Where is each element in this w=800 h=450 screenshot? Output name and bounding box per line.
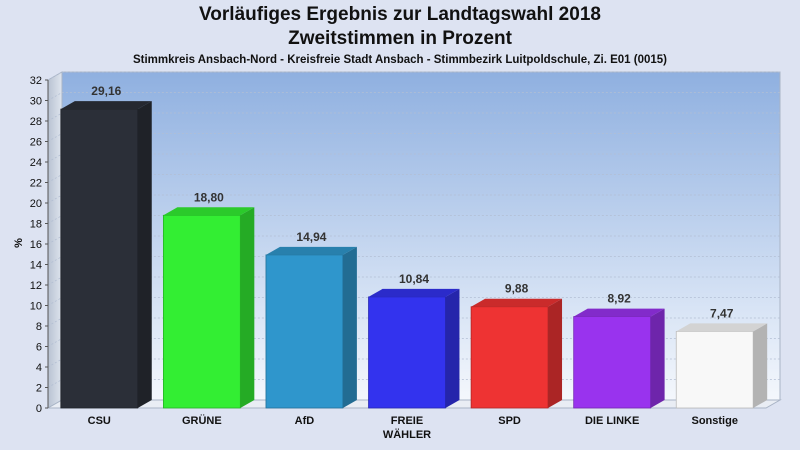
x-tick-label: GRÜNE <box>182 414 222 427</box>
chart-subtitle: Stimmkreis Ansbach-Nord - Kreisfreie Sta… <box>132 54 668 66</box>
x-tick-label: Sonstige <box>691 415 737 427</box>
bar <box>368 296 446 409</box>
y-tick-label: 4 <box>36 362 42 374</box>
bar-side <box>137 101 152 409</box>
y-tick-label: 6 <box>36 342 42 354</box>
x-tick-label: AfD <box>295 415 315 427</box>
bar <box>60 108 139 409</box>
y-tick-label: 20 <box>30 198 42 210</box>
y-tick-label: 22 <box>30 178 42 190</box>
y-tick-label: 10 <box>30 301 42 313</box>
bar-group: 8,92 <box>573 292 665 409</box>
grid-line <box>47 71 780 81</box>
y-tick-label: 24 <box>30 157 42 169</box>
bar <box>573 316 652 409</box>
bar-group: 10,84 <box>368 272 460 409</box>
bar-group: 9,88 <box>470 282 563 409</box>
x-tick-label: DIE LINKE <box>585 415 639 427</box>
y-tick-label: 30 <box>30 96 42 108</box>
y-axis-label: % <box>13 238 25 248</box>
bar-side <box>753 323 768 408</box>
y-tick-label: 28 <box>30 116 42 128</box>
bar-top <box>265 246 357 255</box>
bar-top <box>368 288 460 297</box>
bar-group: 18,80 <box>162 190 255 409</box>
bar-side <box>342 246 357 408</box>
data-label: 10,84 <box>399 272 429 286</box>
chart-title: Vorläufiges Ergebnis zur Landtagswahl 20… <box>199 4 601 25</box>
bar-top <box>60 101 152 110</box>
bar <box>265 254 344 409</box>
bar-group: 7,47 <box>675 306 768 409</box>
bar <box>162 214 241 409</box>
data-label: 29,16 <box>91 84 121 98</box>
y-tick-label: 18 <box>30 219 42 231</box>
x-tick-label: WÄHLER <box>383 428 431 441</box>
y-tick-label: 26 <box>30 137 42 149</box>
y-tick-label: 14 <box>30 260 42 272</box>
y-tick-label: 2 <box>36 383 42 395</box>
y-tick-label: 32 <box>30 75 42 87</box>
data-label: 8,92 <box>607 292 631 306</box>
chart-subtitle-line2: Zweitstimmen in Prozent <box>288 28 512 49</box>
x-tick-label: CSU <box>88 415 111 427</box>
bar <box>470 306 549 409</box>
x-tick-label: FREIE <box>391 415 423 427</box>
y-tick-label: 8 <box>36 321 42 333</box>
bar-group: 29,16 <box>60 84 152 409</box>
bar-side <box>650 308 665 408</box>
y-tick-label: 12 <box>30 280 42 292</box>
data-label: 7,47 <box>710 306 734 320</box>
bar-side <box>240 207 255 408</box>
y-tick-label: 16 <box>30 239 42 251</box>
y-tick-label: 0 <box>36 403 42 415</box>
grid-line <box>47 92 780 101</box>
bar-top <box>471 298 563 307</box>
bar-group: 14,94 <box>265 230 357 409</box>
bar-top <box>573 308 665 317</box>
bars: 29,16 18,80 14,94 10,84 9,88 8,92 7,47 <box>60 84 768 409</box>
data-label: 9,88 <box>505 282 529 296</box>
data-label: 18,80 <box>194 190 224 204</box>
bar <box>675 331 754 409</box>
bar-top <box>163 207 255 216</box>
x-tick-label: SPD <box>498 415 521 427</box>
bar-side <box>548 298 563 408</box>
bar-side <box>445 288 460 408</box>
bar-top <box>676 323 768 332</box>
data-label: 14,94 <box>296 230 326 244</box>
